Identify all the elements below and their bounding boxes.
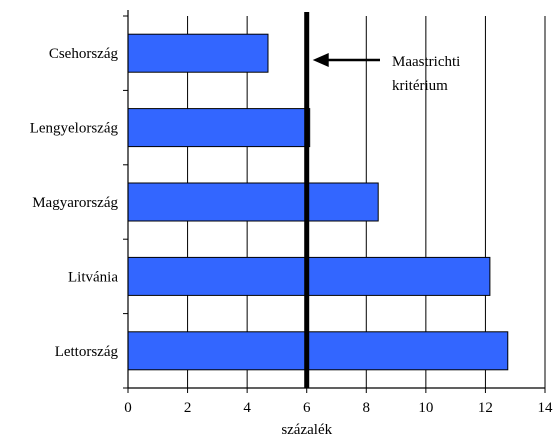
x-tick-label: 4 [243,400,251,416]
labels: 0 2 4 6 8 10 12 14 Csehország Lengyelország Magyar… [30,46,553,438]
annotation-text: Maastrichti [392,54,460,70]
bars [127,33,509,371]
x-tick-label: 12 [478,400,493,416]
category-label: Lengyelország [30,121,119,137]
bar [127,182,379,222]
x-tick-label: 14 [538,400,554,416]
category-label: Lettország [55,344,119,360]
axes [123,10,546,393]
x-tick-label: 2 [184,400,192,416]
x-tick-label: 10 [418,400,433,416]
reference-line-group: Maastrichti kritérium [304,12,460,388]
category-label: Litvánia [68,269,118,285]
category-label: Magyarország [32,195,118,211]
bar [127,33,269,73]
x-tick-label: 0 [124,400,132,416]
annotation-text: kritérium [392,78,448,94]
x-axis-title: százalék [281,422,332,438]
bar [127,331,509,371]
bar [127,108,311,148]
x-tick-label: 6 [303,400,311,416]
category-label: Csehország [49,46,119,62]
x-tick-label: 8 [363,400,371,416]
annotation-arrowhead [312,53,329,67]
